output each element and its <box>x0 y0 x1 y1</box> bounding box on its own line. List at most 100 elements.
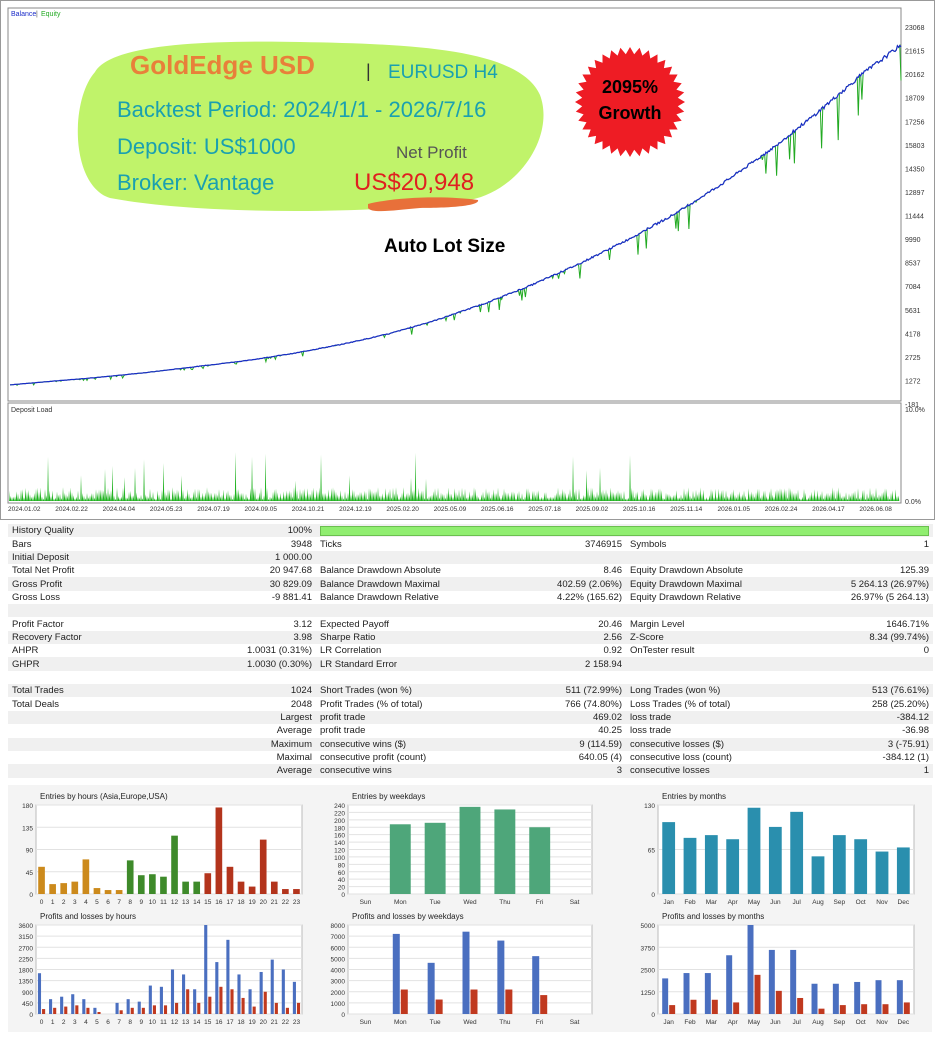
stat-value: Maximal <box>158 750 316 765</box>
x-tick-label: 23 <box>293 1019 301 1026</box>
x-tick-label: 22 <box>282 1019 290 1026</box>
x-tick-label: Dec <box>898 899 910 906</box>
y-tick-label: 0 <box>651 1012 655 1019</box>
stat-value: 20.46 <box>486 617 626 631</box>
profit-bar <box>115 1002 119 1014</box>
stat-label: Total Net Profit <box>8 564 158 578</box>
stat-label <box>316 604 486 618</box>
x-tick-label: Mar <box>706 1019 718 1026</box>
stat-value: 2 158.94 <box>486 657 626 671</box>
y-tick-label: 6000 <box>331 945 346 952</box>
y-tick-label: 140 <box>334 840 345 847</box>
stats-row: Total Trades 1024 Short Trades (won %) 511 … <box>8 684 933 698</box>
value-bar <box>896 847 910 894</box>
value-bar <box>854 839 868 894</box>
profit-bar <box>82 999 86 1014</box>
y-tick-label: 240 <box>334 803 345 810</box>
value-bar <box>768 826 782 894</box>
x-tick-label: 7 <box>117 899 121 906</box>
loss-bar <box>274 1002 278 1014</box>
x-tick-label: 21 <box>271 899 279 906</box>
x-tick-label: 6 <box>106 1019 110 1026</box>
x-tick-label: Sun <box>360 1019 372 1026</box>
stat-label: Gross Loss <box>8 590 158 605</box>
stat-label: GHPR <box>8 657 158 671</box>
x-tick-label: Fri <box>536 1019 544 1026</box>
stat-value: 1 <box>786 537 933 551</box>
x-tick-label: Jul <box>793 1019 802 1026</box>
loss-bar <box>435 999 443 1014</box>
y-tick-label: 45 <box>26 870 34 877</box>
profit-bar <box>768 949 775 1014</box>
stats-row: Recovery Factor 3.98 Sharpe Ratio 2.56 Z-Sco… <box>8 630 933 645</box>
y-tick-label: 160 <box>334 833 345 840</box>
profit-bar <box>37 973 42 1014</box>
x-tick-label: 2025.10.16 <box>623 506 656 513</box>
stats-row: Total Deals 2048 Profit Trades (% of total… <box>8 697 933 711</box>
profit-bar <box>159 986 163 1014</box>
x-tick-label: 18 <box>237 899 245 906</box>
value-bar <box>115 890 123 894</box>
stat-value <box>158 670 316 685</box>
value-bar <box>104 890 112 894</box>
x-tick-label: 14 <box>193 1019 201 1026</box>
stats-table: History Quality 100% Bars 3948 Ticks 374691… <box>8 524 933 778</box>
balance-equity-chart: Balance | Equity Deposit Load 10.0% 0.0%… <box>0 0 935 520</box>
stat-label: Recovery Factor <box>8 630 158 645</box>
loss-bar <box>163 1005 168 1014</box>
stat-label: profit trade <box>316 710 486 725</box>
breakdown-charts: Entries by hours (Asia,Europe,USA)045901… <box>8 785 932 1032</box>
value-bar <box>683 837 697 894</box>
loss-bar <box>97 1012 101 1014</box>
stat-value: 4.22% (165.62) <box>486 590 626 605</box>
x-tick-label: Sat <box>570 1019 580 1026</box>
stat-label: Profit Factor <box>8 617 158 631</box>
x-tick-label: 2025.05.09 <box>434 506 467 513</box>
y-tick-label: 0 <box>29 892 33 899</box>
x-tick-label: Aug <box>812 899 824 906</box>
x-tick-label: 2 <box>62 1019 66 1026</box>
chart-title: Profits and losses by weekdays <box>352 912 464 921</box>
x-tick-label: 11 <box>160 1019 167 1026</box>
loss-bar <box>839 1005 846 1014</box>
profit-bar <box>726 955 733 1014</box>
x-tick-label: 2025.02.20 <box>386 506 419 513</box>
value-bar <box>171 835 178 894</box>
x-tick-label: 8 <box>128 1019 132 1026</box>
y-tick-label: 3750 <box>641 945 656 952</box>
stat-label: consecutive losses ($) <box>626 737 786 751</box>
stat-label: Sharpe Ratio <box>316 630 486 645</box>
value-bar <box>832 835 846 894</box>
y-tick-label: 135 <box>22 825 33 832</box>
stats-row: Largest profit trade 469.02 loss trade -384.… <box>8 710 933 725</box>
stat-value: 3746915 <box>486 537 626 551</box>
x-tick-label: Mar <box>706 899 718 906</box>
breakdown-chart: Entries by hours (Asia,Europe,USA)045901… <box>22 792 303 906</box>
loss-bar <box>903 1002 910 1014</box>
stat-value: 2048 <box>158 697 316 711</box>
stat-value: 1 000.00 <box>158 550 316 565</box>
stat-label <box>8 670 158 685</box>
y-tick-label: 23068 <box>905 25 925 32</box>
x-tick-label: 13 <box>182 1019 190 1026</box>
x-tick-label: 16 <box>215 899 223 906</box>
stat-label: History Quality <box>8 524 158 538</box>
stat-label: loss trade <box>626 724 786 738</box>
balance-line <box>9 44 902 386</box>
quality-row: History Quality 100% <box>8 524 933 538</box>
breakdown-chart: Entries by weekdays 020406080100120140160… <box>334 792 593 906</box>
y-tick-label: 180 <box>334 825 345 832</box>
y-tick-label: 20 <box>338 885 346 892</box>
profit-bar <box>392 933 400 1014</box>
profit-bar <box>292 981 296 1014</box>
value-bar <box>790 811 804 894</box>
x-tick-label: Feb <box>684 899 696 906</box>
x-axis-ticks: 2024.01.02 2024.02.22 2024.04.04 2024.05.23… <box>8 506 892 513</box>
profit-bar <box>170 969 175 1014</box>
loss-bar <box>152 1005 156 1014</box>
value-bar <box>875 851 889 894</box>
stat-value <box>786 670 933 685</box>
brand-separator: | <box>366 61 371 81</box>
stat-label: LR Standard Error <box>316 657 486 671</box>
x-tick-label: 2 <box>62 899 66 906</box>
